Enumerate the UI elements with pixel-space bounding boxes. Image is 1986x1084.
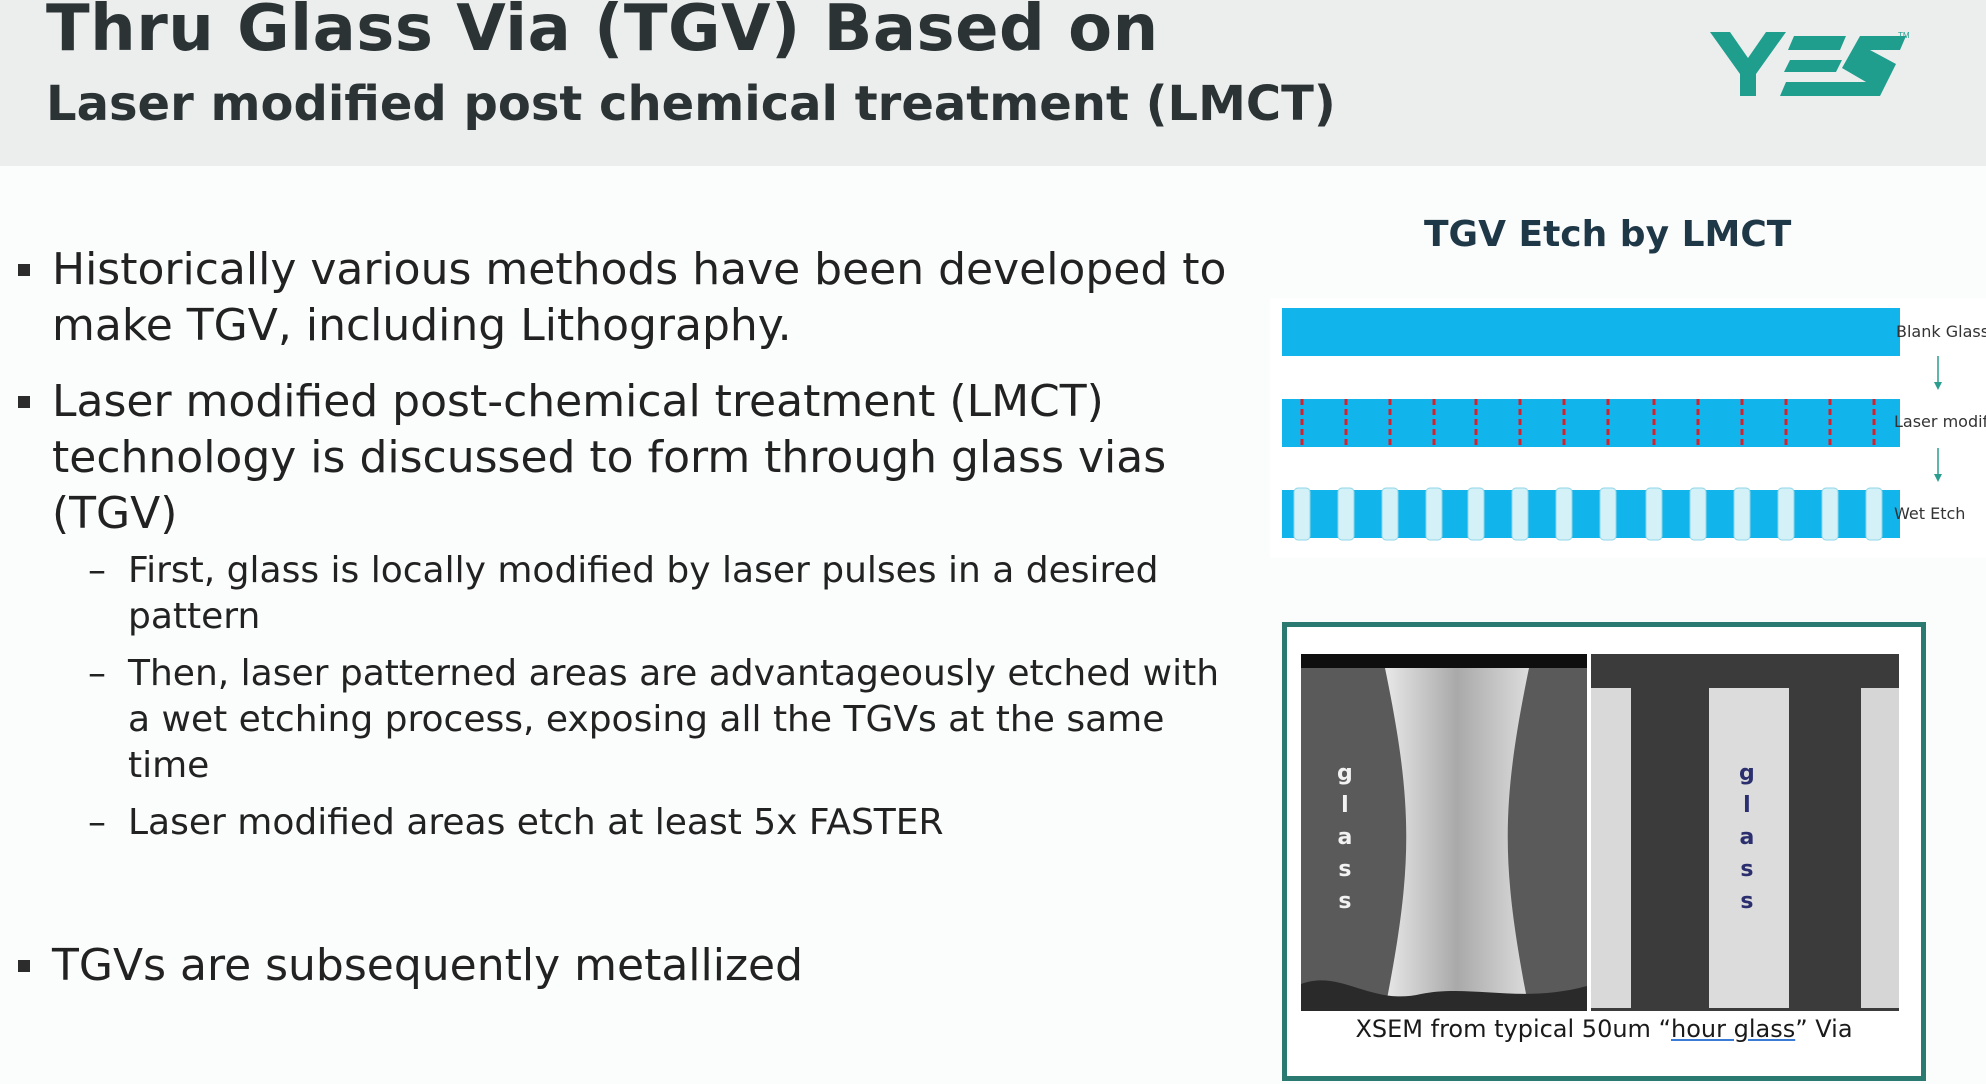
etched-via xyxy=(1777,487,1795,541)
letter: g xyxy=(1739,761,1755,786)
wet-etched-slab xyxy=(1282,490,1900,538)
step-label-blank-glass: Blank Glass xyxy=(1896,322,1986,341)
arrowhead-2-icon xyxy=(1934,474,1942,482)
sub-bullet-item: – Laser modified areas etch at least 5x … xyxy=(14,800,1234,846)
etched-via xyxy=(1425,487,1443,541)
letter: s xyxy=(1740,889,1754,914)
laser-marks xyxy=(1300,399,1876,447)
bullet-text: Historically various methods have been d… xyxy=(52,244,1227,351)
dash-bullet-icon: – xyxy=(88,550,106,591)
etched-via xyxy=(1511,487,1529,541)
letter: g xyxy=(1337,761,1353,786)
xsem-top-view-image: g l a s s xyxy=(1587,654,1905,1011)
etched-vias xyxy=(1293,487,1883,541)
etched-via xyxy=(1865,487,1883,541)
square-bullet-icon xyxy=(18,264,30,276)
dash-bullet-icon: – xyxy=(88,653,106,694)
arrowhead-1-icon xyxy=(1934,382,1942,390)
dash-bullet-icon: – xyxy=(88,802,106,843)
yes-logo-icon: TM xyxy=(1710,31,1910,96)
etched-via xyxy=(1381,487,1399,541)
xsem-cross-section-image: g l a s s xyxy=(1301,654,1587,1011)
slide-title: Thru Glass Via (TGV) Based on xyxy=(46,0,1159,66)
blank-glass-slab xyxy=(1282,308,1900,356)
xsem-caption: XSEM from typical 50um “hour glass” Via xyxy=(1287,1015,1921,1043)
letter: s xyxy=(1338,889,1352,914)
letter: a xyxy=(1739,825,1755,850)
sub-bullet-text: First, glass is locally modified by lase… xyxy=(128,550,1159,637)
etched-via xyxy=(1467,487,1485,541)
bullet-text: Laser modified post-chemical treatment (… xyxy=(52,376,1167,539)
caption-prefix: XSEM from typical 50um “ xyxy=(1355,1015,1671,1043)
letter: l xyxy=(1743,793,1751,818)
square-bullet-icon xyxy=(18,960,30,972)
slide-subtitle: Laser modified post chemical treatment (… xyxy=(46,76,1336,132)
header-band: Thru Glass Via (TGV) Based on Laser modi… xyxy=(0,0,1986,166)
etched-via xyxy=(1733,487,1751,541)
sub-bullet-item: – First, glass is locally modified by la… xyxy=(14,548,1234,640)
etched-via xyxy=(1821,487,1839,541)
svg-text:TM: TM xyxy=(1898,31,1910,40)
caption-hourglass: hour glass xyxy=(1671,1015,1796,1043)
hourglass-via-shape xyxy=(1385,668,1529,999)
etched-via xyxy=(1645,487,1663,541)
laser-modified-slab xyxy=(1282,399,1900,447)
letter: a xyxy=(1337,825,1353,850)
glass-label-left: g l a s s xyxy=(1337,758,1353,918)
bullet-item: Laser modified post-chemical treatment (… xyxy=(14,374,1234,542)
etched-via xyxy=(1689,487,1707,541)
step-label-laser-modify: Laser modify xyxy=(1894,412,1986,431)
bullet-item: TGVs are subsequently metallized xyxy=(14,938,1234,994)
diagram-title: TGV Etch by LMCT xyxy=(1424,214,1792,255)
bullet-item: Historically various methods have been d… xyxy=(14,242,1234,354)
letter: l xyxy=(1341,793,1349,818)
glass-label-right: g l a s s xyxy=(1739,758,1755,918)
caption-suffix: ” Via xyxy=(1795,1015,1853,1043)
etched-via xyxy=(1599,487,1617,541)
bullet-list: Historically various methods have been d… xyxy=(14,242,1234,1014)
hourglass-via-graphic xyxy=(1301,654,1587,1011)
lmct-process-diagram: Blank Glass Laser modify Wet Etch xyxy=(1270,298,1986,558)
square-bullet-icon xyxy=(18,396,30,408)
etched-via xyxy=(1555,487,1573,541)
sub-bullet-text: Then, laser patterned areas are advantag… xyxy=(128,653,1220,786)
sub-bullet-text: Laser modified areas etch at least 5x FA… xyxy=(128,802,944,843)
xsem-image-frame: g l a s s g l a s s XSEM from typical 50… xyxy=(1282,622,1926,1081)
letter: s xyxy=(1338,857,1352,882)
sub-bullet-item: – Then, laser patterned areas are advant… xyxy=(14,651,1234,789)
step-label-wet-etch: Wet Etch xyxy=(1894,504,1966,523)
etched-via xyxy=(1337,487,1355,541)
via-columns-graphic xyxy=(1587,688,1905,1008)
letter: s xyxy=(1740,857,1754,882)
bullet-text: TGVs are subsequently metallized xyxy=(52,940,804,991)
etched-via xyxy=(1293,487,1311,541)
process-steps-graphic xyxy=(1282,308,1942,541)
